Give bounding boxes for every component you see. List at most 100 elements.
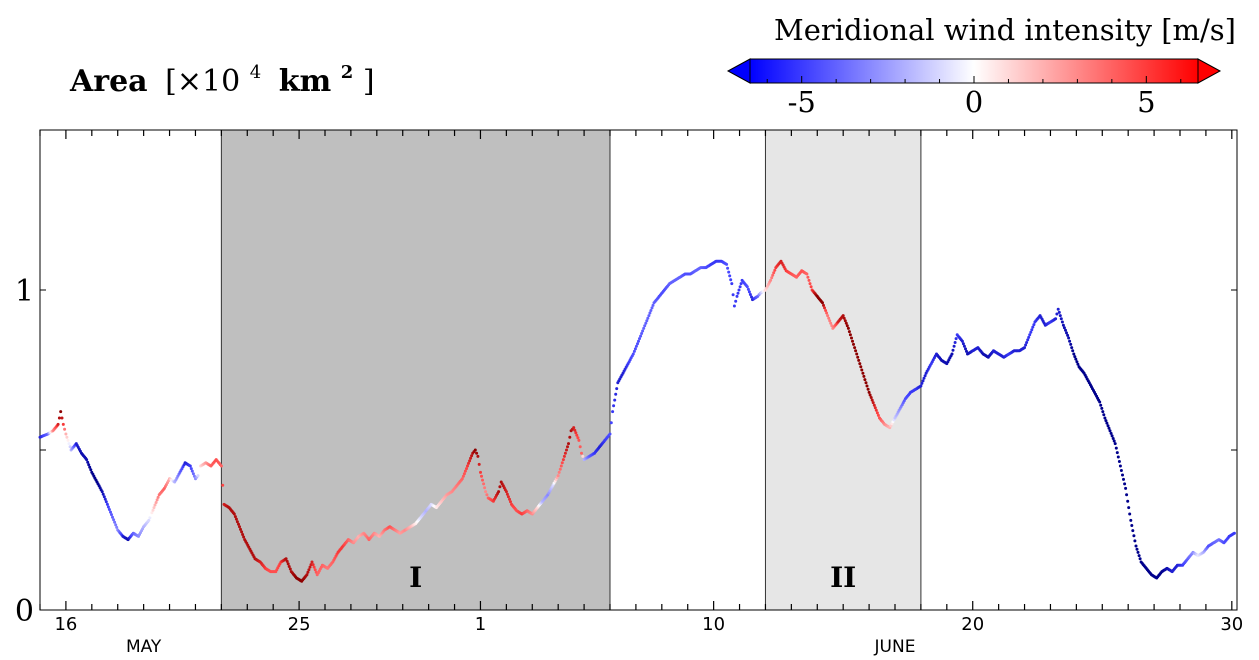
data-point xyxy=(475,451,479,455)
data-point xyxy=(828,319,832,323)
data-point xyxy=(961,342,965,346)
data-point xyxy=(1026,338,1030,342)
data-point xyxy=(822,303,825,307)
data-point xyxy=(473,448,477,452)
data-point xyxy=(1031,325,1035,329)
data-point xyxy=(567,442,570,446)
data-point xyxy=(739,282,743,286)
data-point xyxy=(105,502,109,506)
data-point xyxy=(805,272,809,276)
data-point xyxy=(1024,343,1028,347)
colorbar-extend-left xyxy=(726,58,751,84)
data-point xyxy=(736,291,740,295)
data-point xyxy=(1119,469,1123,472)
data-point xyxy=(235,520,239,524)
data-point xyxy=(115,525,119,529)
data-point xyxy=(563,451,567,455)
data-point xyxy=(645,319,649,323)
data-point xyxy=(964,347,967,351)
data-point xyxy=(1112,439,1116,443)
data-point xyxy=(1107,426,1111,430)
data-point xyxy=(1105,421,1109,425)
data-point xyxy=(312,565,316,569)
data-point xyxy=(643,324,647,328)
data-point xyxy=(461,474,465,478)
data-point xyxy=(727,270,731,274)
data-point xyxy=(560,461,564,465)
y-axis-ticks xyxy=(40,129,1237,611)
data-point xyxy=(1131,529,1135,533)
data-point xyxy=(190,469,194,473)
data-point xyxy=(773,268,777,272)
data-point xyxy=(287,565,291,568)
data-point xyxy=(504,490,508,494)
data-point xyxy=(313,568,317,572)
data-point xyxy=(639,334,643,338)
data-point xyxy=(807,278,811,282)
data-point xyxy=(481,478,484,482)
data-point xyxy=(1123,482,1127,486)
data-point xyxy=(1101,410,1105,414)
data-point xyxy=(748,293,752,296)
data-point xyxy=(100,490,104,494)
title-unit-power: 2 xyxy=(341,62,354,83)
data-point xyxy=(106,505,110,509)
data-point xyxy=(242,535,246,539)
data-point xyxy=(853,346,857,350)
data-point xyxy=(480,474,483,478)
data-point xyxy=(1137,554,1141,558)
data-point xyxy=(65,435,69,439)
data-point xyxy=(477,462,481,466)
data-point xyxy=(631,352,635,356)
data-point xyxy=(153,503,157,507)
data-point xyxy=(467,461,470,465)
data-point xyxy=(738,285,742,289)
data-point xyxy=(465,467,468,471)
data-point xyxy=(641,329,645,333)
data-point xyxy=(574,431,578,435)
period-band xyxy=(221,130,610,610)
data-point xyxy=(152,506,156,510)
data-point xyxy=(581,454,585,458)
data-point xyxy=(460,477,464,481)
data-point xyxy=(873,406,877,410)
data-point xyxy=(308,565,312,569)
data-point xyxy=(857,358,861,362)
data-point xyxy=(1100,406,1104,410)
data-point xyxy=(68,445,72,449)
data-point xyxy=(148,516,152,520)
data-point xyxy=(809,285,813,289)
data-point xyxy=(1104,419,1108,423)
data-point xyxy=(237,522,240,526)
data-point xyxy=(962,344,966,348)
data-point xyxy=(67,442,71,446)
data-point xyxy=(239,527,242,531)
data-point xyxy=(1027,335,1031,339)
data-point xyxy=(61,422,65,426)
data-point xyxy=(827,316,831,320)
x-tick-label: 25 xyxy=(288,614,311,635)
data-point xyxy=(114,523,118,527)
data-point xyxy=(1118,464,1122,468)
data-point xyxy=(876,413,880,417)
data-point xyxy=(1133,539,1137,543)
data-point xyxy=(633,347,637,351)
data-point xyxy=(1028,333,1032,337)
data-point xyxy=(505,492,509,496)
data-point xyxy=(1068,339,1072,343)
data-point xyxy=(1113,442,1117,446)
period-label: II xyxy=(830,561,856,594)
x-tick-label: 30 xyxy=(1220,614,1243,635)
data-point xyxy=(1103,416,1107,420)
data-point xyxy=(1056,307,1060,311)
data-point xyxy=(469,456,473,460)
data-point xyxy=(1030,328,1034,332)
data-point xyxy=(613,398,617,402)
data-point xyxy=(869,396,873,399)
data-point xyxy=(644,321,648,325)
title-unit: km xyxy=(279,64,332,99)
data-point xyxy=(196,474,200,478)
data-point xyxy=(826,314,830,318)
data-point xyxy=(556,474,560,478)
data-point xyxy=(1099,403,1103,407)
